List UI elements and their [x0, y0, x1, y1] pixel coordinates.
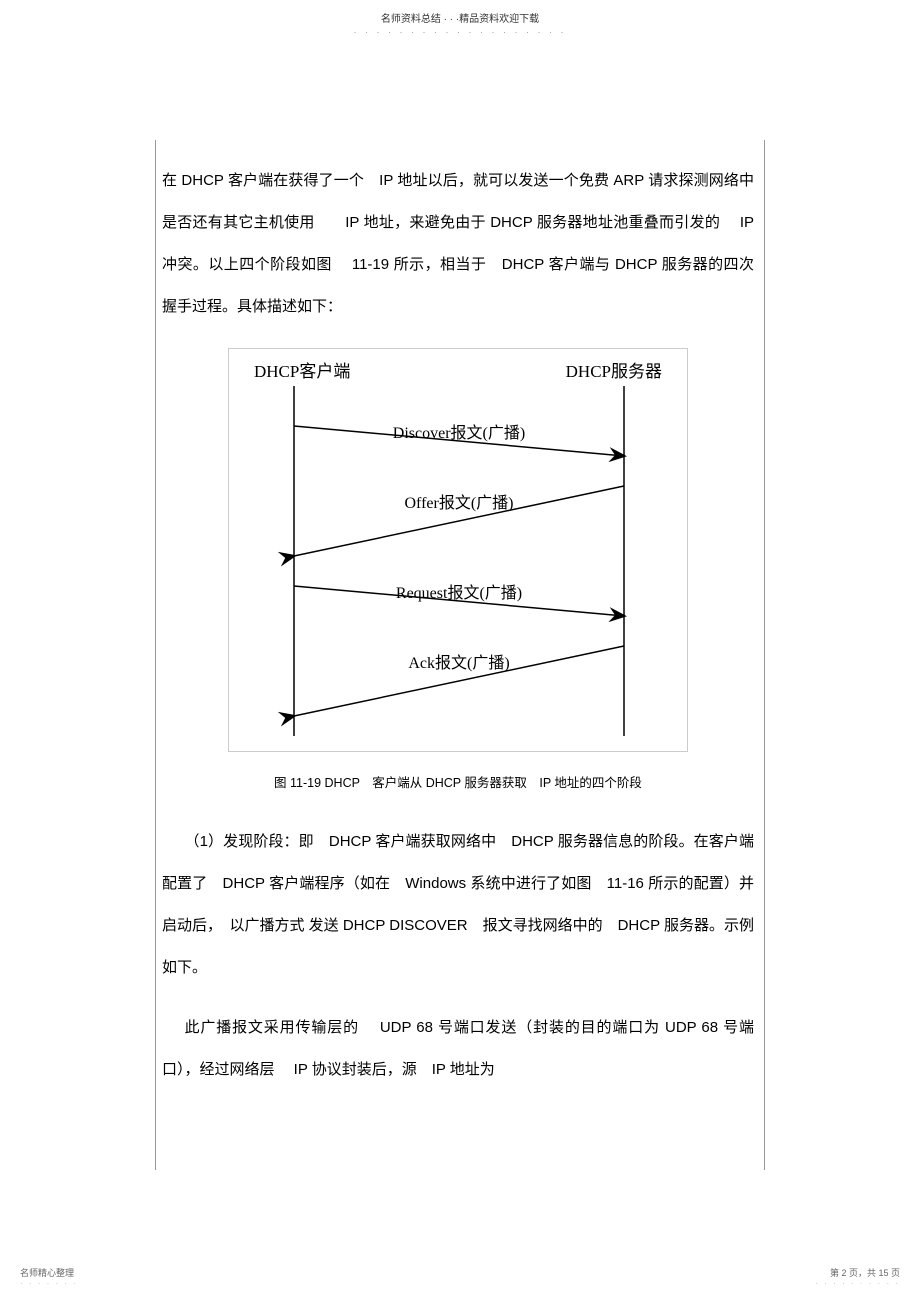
footer-right-text: 第 2 页，共 15 页	[815, 1266, 900, 1279]
content-column: 在 DHCP 客户端在获得了一个 IP 地址以后，就可以发送一个免费 ARP 请…	[155, 140, 765, 1170]
footer-right: 第 2 页，共 15 页 · · · · · · · · · ·	[815, 1266, 900, 1288]
svg-text:Ack报文(广播): Ack报文(广播)	[408, 654, 509, 672]
footer-left-text: 名师精心整理	[20, 1266, 78, 1279]
client-label: DHCP客户端	[254, 357, 350, 382]
paragraph-3: 此广播报文采用传输层的 UDP 68 号端口发送（封装的目的端口为 UDP 68…	[162, 1007, 754, 1091]
paragraph-2: （1）发现阶段：即 DHCP 客户端获取网络中 DHCP 服务器信息的阶段。在客…	[162, 821, 754, 989]
paragraph-1: 在 DHCP 客户端在获得了一个 IP 地址以后，就可以发送一个免费 ARP 请…	[162, 160, 754, 328]
svg-text:Offer报文(广播): Offer报文(广播)	[404, 494, 513, 512]
svg-text:Discover报文(广播): Discover报文(广播)	[393, 424, 525, 442]
dhcp-diagram: DHCP客户端 DHCP服务器 Discover报文(广播) Offer报文(广播…	[228, 348, 688, 752]
header-title: 名师资料总结 · · ·精品资料欢迎下载	[0, 10, 920, 25]
svg-text:Request报文(广播): Request报文(广播)	[396, 584, 522, 602]
footer-right-dots: · · · · · · · · · ·	[815, 1279, 900, 1288]
header-dots: · · · · · · · · · · · · · · · · · · ·	[0, 27, 920, 37]
footer-left: 名师精心整理 · · · · · · ·	[20, 1266, 78, 1288]
page-header: 名师资料总结 · · ·精品资料欢迎下载 · · · · · · · · · ·…	[0, 0, 920, 37]
footer-left-dots: · · · · · · ·	[20, 1279, 78, 1288]
server-label: DHCP服务器	[566, 357, 662, 382]
figure-caption: 图 11-19 DHCP 客户端从 DHCP 服务器获取 IP 地址的四个阶段	[162, 772, 754, 791]
diagram-header: DHCP客户端 DHCP服务器	[249, 357, 667, 386]
sequence-diagram-svg: Discover报文(广播) Offer报文(广播) Request报文(广播) Ac…	[249, 386, 669, 736]
